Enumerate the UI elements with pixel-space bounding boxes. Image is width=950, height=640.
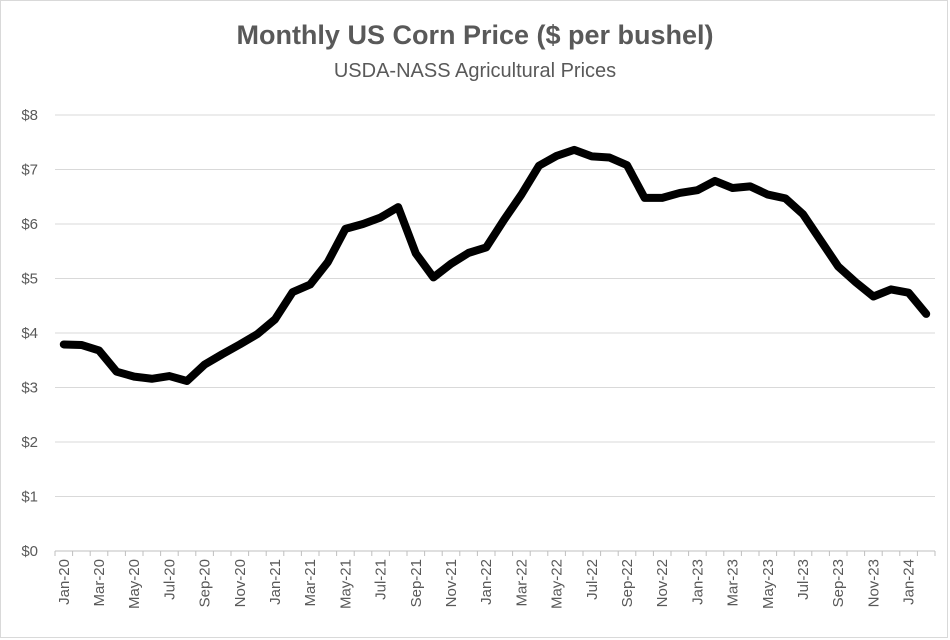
data-point [274,318,276,320]
y-tick-label: $7 [21,162,38,179]
x-tick-label: Jul-20 [161,559,178,600]
y-tick-label: $3 [21,380,38,397]
y-tick-label: $8 [21,107,38,124]
data-point [679,192,681,194]
data-point [591,155,593,157]
data-point [63,343,65,345]
data-point [608,157,610,159]
data-point [696,189,698,191]
x-axis-ticks: Jan-20 Mar-20 May-20 Jul-20 Sep-20 Nov-20 Jan-… [56,559,918,609]
x-tick-label: Mar-21 [302,559,319,607]
x-tick-label: Nov-20 [232,559,249,607]
x-tick-label: Jul-23 [795,559,812,600]
data-point [186,380,188,382]
data-point [749,185,751,187]
x-tick-label: May-20 [126,559,143,609]
data-point [872,295,874,297]
y-tick-label: $5 [21,271,38,288]
data-point [661,197,663,199]
data-point [626,164,628,166]
x-tick-label: Jan-21 [267,559,284,605]
series-group [59,145,931,385]
x-tick-label: Jan-23 [689,559,706,605]
x-tick-label: Sep-22 [619,559,636,607]
data-point [855,281,857,283]
data-point [644,197,646,199]
x-tick-label: Nov-21 [443,559,460,607]
x-tick-label: Nov-23 [865,559,882,607]
data-point [415,252,417,254]
data-point [784,197,786,199]
data-point [468,252,470,254]
data-point [837,266,839,268]
data-point [908,292,910,294]
data-point [344,228,346,230]
y-tick-label: $2 [21,434,38,451]
data-point [151,378,153,380]
x-tick-label: Sep-21 [408,559,425,607]
x-tick-label: Jan-20 [56,559,73,605]
x-tick-label: Mar-20 [91,559,108,607]
x-tick-label: Nov-22 [654,559,671,607]
y-tick-label: $1 [21,489,38,506]
chart-title: Monthly US Corn Price ($ per bushel) [236,20,714,50]
x-tick-label: Sep-20 [197,559,214,607]
data-point [256,333,258,335]
data-point [397,206,399,208]
data-point [485,246,487,248]
data-point [538,165,540,167]
x-axis [54,550,936,556]
data-point [767,194,769,196]
x-tick-label: May-23 [760,559,777,609]
x-tick-label: Sep-23 [830,559,847,607]
data-point [168,375,170,377]
data-point [362,223,364,225]
data-point [98,349,100,351]
data-point [520,194,522,196]
x-tick-label: Mar-23 [725,559,742,607]
x-tick-label: Jan-22 [478,559,495,605]
data-point [292,291,294,293]
data-point [925,313,927,315]
y-tick-label: $6 [21,216,38,233]
data-point [714,180,716,182]
data-point [327,261,329,263]
data-point [221,353,223,355]
data-point [503,219,505,221]
data-point [80,344,82,346]
data-point [573,149,575,151]
x-tick-label: May-22 [549,559,566,609]
data-point [432,276,434,278]
chart-subtitle: USDA-NASS Agricultural Prices [333,60,617,82]
gridlines [55,114,935,497]
series-line [59,145,931,385]
data-point [116,371,118,373]
data-point [450,263,452,265]
data-point [556,155,558,157]
x-tick-label: Mar-22 [513,559,530,607]
data-point [732,187,734,189]
x-tick-label: Jul-22 [584,559,601,600]
data-point [239,343,241,345]
data-point [820,239,822,241]
y-axis-ticks: $0 $1 $2 $3 $4 $5 $6 $7 $8 [21,107,38,560]
x-tick-label: May-21 [337,559,354,609]
y-tick-label: $4 [21,325,38,342]
data-point [380,216,382,218]
x-tick-label: Jul-21 [373,559,390,600]
data-point [133,376,135,378]
data-point [890,288,892,290]
data-point [204,364,206,366]
y-tick-label: $0 [21,543,38,560]
data-point [309,283,311,285]
data-point [802,213,804,215]
x-tick-label: Jan-24 [901,559,918,605]
